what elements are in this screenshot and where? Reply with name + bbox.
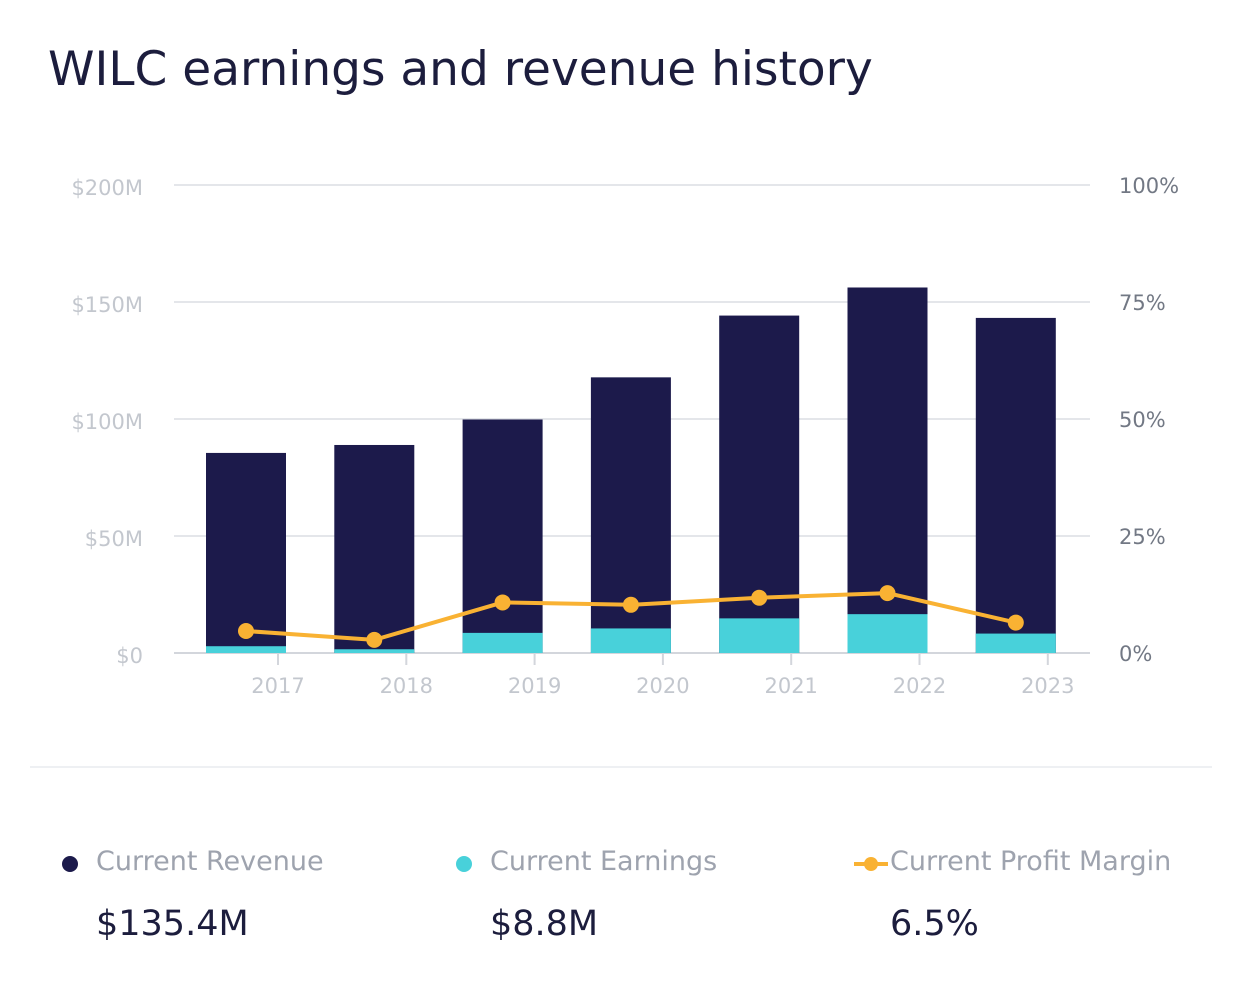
- right-axis-ticks: 0% 25% 50% 75% 100%: [1119, 174, 1179, 666]
- right-tick-label: 75%: [1119, 291, 1166, 315]
- x-tick-label: 2017: [251, 674, 304, 698]
- legend-margin-value: 6.5%: [890, 904, 979, 944]
- legend-margin-label: Current Profit Margin: [890, 846, 1172, 877]
- x-tick-label: 2019: [508, 674, 561, 698]
- margin-point: [494, 594, 511, 611]
- revenue-dot: [62, 856, 78, 872]
- x-axis: 2017 2018 2019 2020 2021 2022 2023: [251, 653, 1075, 698]
- legend-revenue-label: Current Revenue: [96, 846, 324, 877]
- profit-margin-line: [238, 585, 1024, 648]
- x-tick-label: 2022: [893, 674, 946, 698]
- left-axis-ticks: $0 $50M $100M $150M $200M: [71, 176, 143, 668]
- earnings-bar: [719, 618, 800, 653]
- right-tick-label: 50%: [1119, 408, 1166, 432]
- left-tick-label: $50M: [85, 527, 143, 551]
- legend-earnings-value: $8.8M: [490, 904, 599, 944]
- earnings-bar: [206, 646, 286, 653]
- earnings-bar: [975, 633, 1056, 653]
- right-tick-label: 100%: [1119, 174, 1179, 198]
- legend-revenue-value: $135.4M: [96, 904, 249, 944]
- left-tick-label: $150M: [71, 293, 143, 317]
- earnings-revenue-chart: $0 $50M $100M $150M $200M 0% 25% 50% 75% 100% 20…: [71, 174, 1179, 698]
- bars: [206, 287, 1056, 653]
- earnings-bar: [590, 628, 671, 653]
- x-tick-label: 2023: [1021, 674, 1074, 698]
- margin-point: [751, 589, 768, 606]
- margin-point: [238, 623, 254, 640]
- left-tick-label: $200M: [71, 176, 143, 200]
- x-tick-label: 2021: [764, 674, 817, 698]
- margin-point: [1007, 614, 1024, 631]
- x-tick-label: 2018: [380, 674, 433, 698]
- legend-earnings-label: Current Earnings: [490, 846, 718, 877]
- revenue-bar: [334, 444, 415, 653]
- margin-point: [622, 596, 639, 613]
- earnings-dot-icon: [456, 856, 472, 872]
- earnings-dot: [456, 856, 472, 872]
- margin-point: [879, 585, 896, 602]
- revenue-dot-icon: [62, 856, 78, 872]
- revenue-bar: [975, 317, 1056, 653]
- right-tick-label: 0%: [1119, 642, 1152, 666]
- left-tick-label: $0: [116, 644, 143, 668]
- divider: [30, 766, 1212, 768]
- revenue-bar: [206, 452, 286, 653]
- margin-line-dot-icon: [854, 857, 888, 871]
- margin-point: [366, 631, 383, 648]
- earnings-bar: [847, 614, 928, 653]
- chart-title: WILC earnings and revenue history: [48, 42, 873, 97]
- revenue-bar: [462, 419, 543, 653]
- earnings-bar: [334, 649, 415, 653]
- left-tick-label: $100M: [71, 410, 143, 434]
- x-tick-label: 2020: [636, 674, 689, 698]
- right-tick-label: 25%: [1119, 525, 1166, 549]
- earnings-bar: [462, 632, 543, 653]
